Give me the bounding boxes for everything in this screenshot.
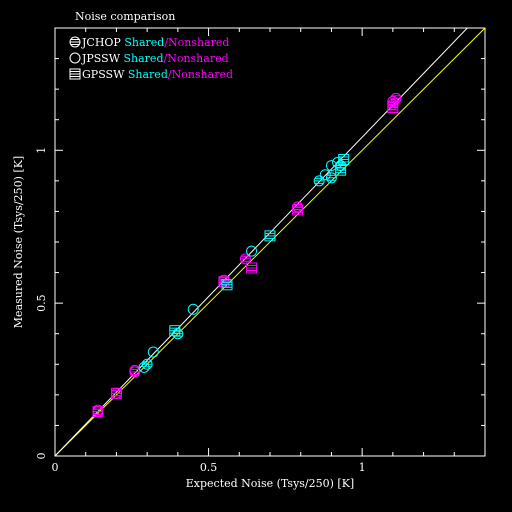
circle-cross-point [325,172,337,184]
circle-cross-point [239,253,251,265]
circle-point [319,169,331,181]
circle-point [246,245,258,257]
circle-cross-point [172,328,184,340]
square-lines-point [292,204,304,216]
y-axis-label: Measured Noise (Tsys/250) [K] [12,156,25,328]
legend: JCHOP Shared/Nonshared JPSSW Shared/Nonsh… [69,36,233,81]
circle-point [147,346,159,358]
legend-marker-square-lines [69,68,81,80]
fit-line [55,28,469,456]
circle-point [387,95,399,107]
legend-marker-circle [69,52,81,64]
square-lines-point [110,387,122,399]
square-lines-point [387,101,399,113]
lines-layer [55,28,485,456]
chart-title: Noise comparison [75,10,175,23]
circle-point [138,361,150,373]
reference-line [55,28,485,456]
square-lines-point [246,262,258,274]
square-lines-point [335,164,347,176]
square-lines-point [264,230,276,242]
circle-cross-point [313,175,325,187]
x-tick-label: 0.5 [200,461,218,474]
y-tick-label: 0 [35,453,48,460]
square-lines-point [218,276,230,288]
points-layer [92,92,402,418]
y-tick-label: 1 [35,147,48,154]
legend-marker-circle-cross [69,36,81,48]
circle-cross-point [141,358,153,370]
legend-entry: GPSSW Shared/Nonshared [82,68,233,81]
y-tick-label: 0.5 [35,294,48,312]
legend-entry: JPSSW Shared/Nonshared [81,52,229,65]
x-axis-label: Expected Noise (Tsys/250) [K] [186,477,354,490]
circle-point [187,303,199,315]
minor-ticks [54,27,486,457]
legend-entry: JCHOP Shared/Nonshared [81,36,229,49]
square-lines-point [169,325,181,337]
circle-cross-point [390,92,402,104]
x-tick-label: 1 [359,461,366,474]
square-lines-point [221,279,233,291]
tick-labels: 0 0.5 1 0 0.5 1 [35,147,366,474]
square-lines-point [338,153,350,165]
square-lines-point [92,406,104,418]
x-tick-label: 0 [52,461,59,474]
